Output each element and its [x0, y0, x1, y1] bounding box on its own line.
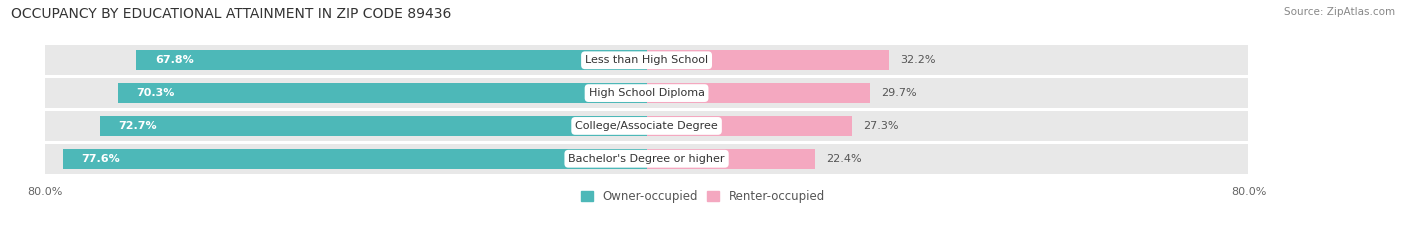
Bar	[45, 45, 647, 75]
Text: Less than High School: Less than High School	[585, 55, 709, 65]
Bar	[647, 144, 1249, 174]
Text: 72.7%: 72.7%	[118, 121, 157, 131]
Bar	[647, 78, 1249, 108]
Text: High School Diploma: High School Diploma	[589, 88, 704, 98]
Bar	[63, 149, 647, 169]
Bar	[647, 111, 1249, 141]
Text: 22.4%: 22.4%	[827, 154, 862, 164]
Bar	[45, 144, 647, 174]
Bar	[118, 83, 647, 103]
Bar	[45, 111, 647, 141]
Text: OCCUPANCY BY EDUCATIONAL ATTAINMENT IN ZIP CODE 89436: OCCUPANCY BY EDUCATIONAL ATTAINMENT IN Z…	[11, 7, 451, 21]
Bar	[647, 50, 889, 70]
Bar	[647, 83, 870, 103]
Text: 29.7%: 29.7%	[882, 88, 917, 98]
Text: 32.2%: 32.2%	[900, 55, 935, 65]
Text: College/Associate Degree: College/Associate Degree	[575, 121, 718, 131]
Bar	[647, 116, 852, 136]
Text: Source: ZipAtlas.com: Source: ZipAtlas.com	[1284, 7, 1395, 17]
Bar	[647, 149, 815, 169]
Bar	[45, 78, 647, 108]
Text: 77.6%: 77.6%	[82, 154, 121, 164]
Text: 67.8%: 67.8%	[155, 55, 194, 65]
Text: 70.3%: 70.3%	[136, 88, 174, 98]
Text: Bachelor's Degree or higher: Bachelor's Degree or higher	[568, 154, 725, 164]
Legend: Owner-occupied, Renter-occupied: Owner-occupied, Renter-occupied	[576, 185, 830, 208]
Bar	[100, 116, 647, 136]
Bar	[136, 50, 647, 70]
Text: 27.3%: 27.3%	[863, 121, 898, 131]
Bar	[647, 45, 1249, 75]
